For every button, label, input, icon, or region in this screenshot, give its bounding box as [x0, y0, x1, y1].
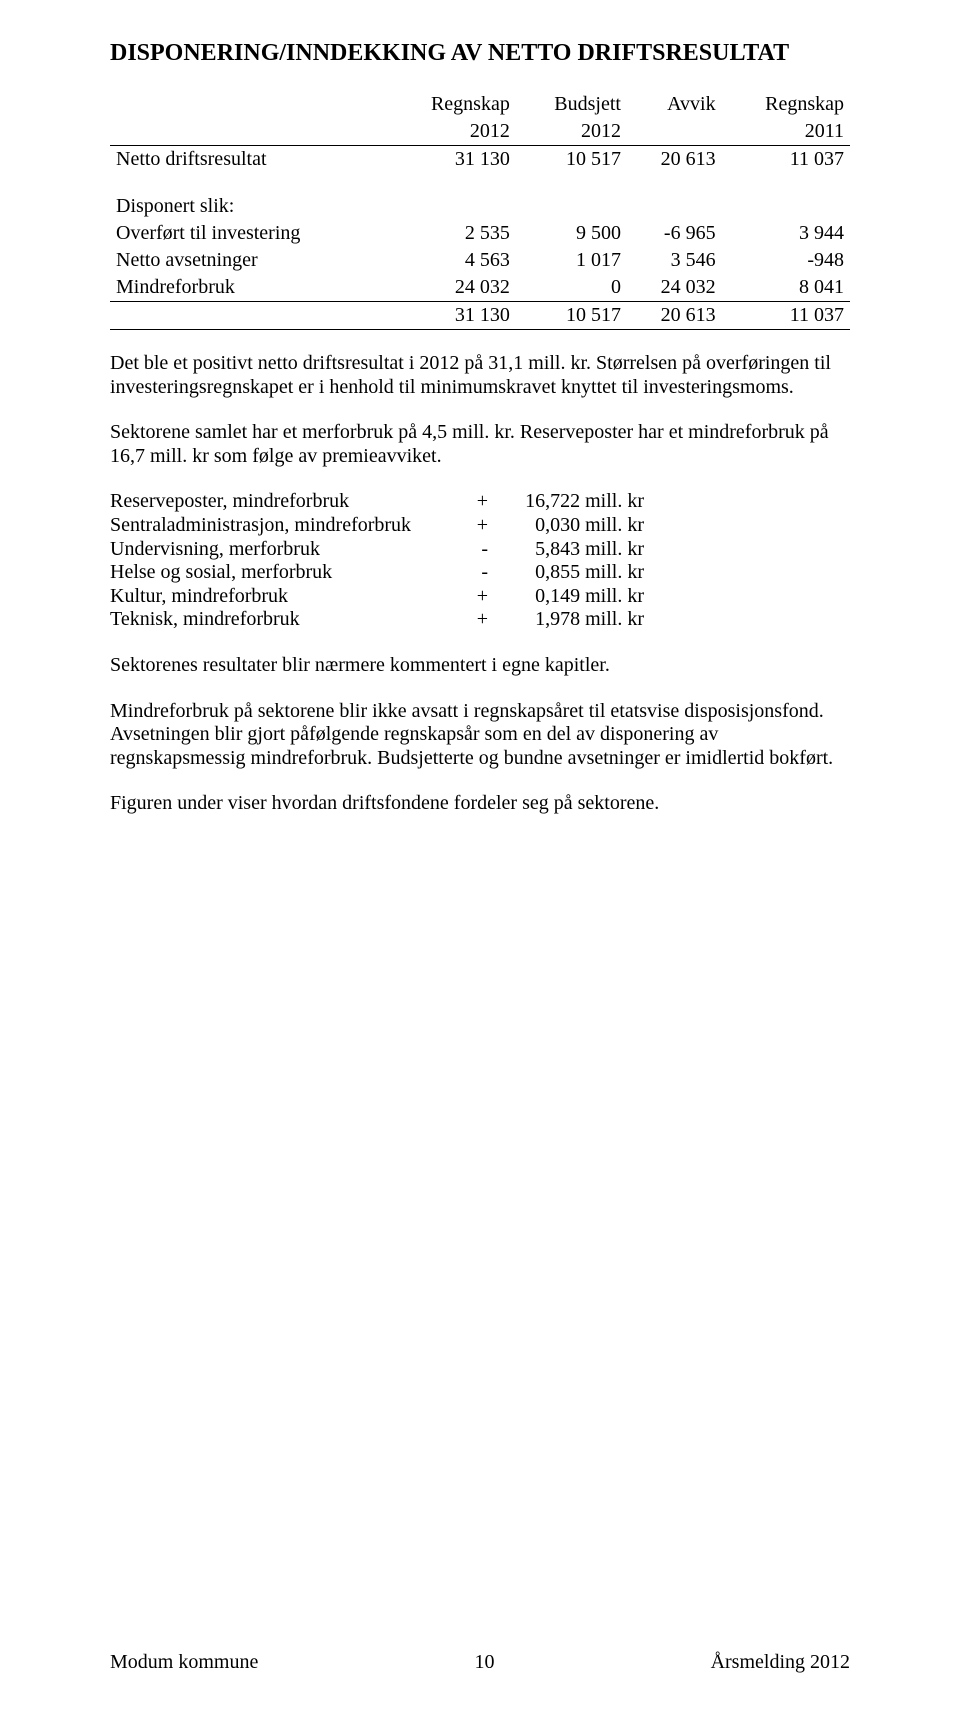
footer-page-number: 10: [474, 1651, 494, 1674]
cell: 3 546: [627, 247, 722, 274]
list-sign: +: [470, 608, 494, 632]
list-label: Helse og sosial, merforbruk: [110, 561, 470, 585]
row-label: Disponert slik:: [110, 193, 387, 220]
total-cell: 31 130: [387, 302, 515, 330]
list-label: Undervisning, merforbruk: [110, 538, 470, 562]
list-label: Kultur, mindreforbruk: [110, 585, 470, 609]
list-value: 5,843 mill. kr: [494, 538, 644, 562]
list-item: Sentraladministrasjon, mindreforbruk + 0…: [110, 514, 850, 538]
cell: 2 535: [387, 220, 515, 247]
total-cell: 20 613: [627, 302, 722, 330]
cell: 9 500: [516, 220, 627, 247]
cell: 10 517: [516, 146, 627, 174]
cell: 24 032: [627, 274, 722, 302]
cell: -6 965: [627, 220, 722, 247]
table-header-row-2: 2012 2012 2011: [110, 118, 850, 146]
footer-left: Modum kommune: [110, 1651, 258, 1674]
cell: [627, 193, 722, 220]
cell: -948: [722, 247, 850, 274]
paragraph-3: Sektorenes resultater blir nærmere komme…: [110, 654, 850, 678]
list-sign: +: [470, 514, 494, 538]
row-label: Netto driftsresultat: [110, 146, 387, 174]
cell: 24 032: [387, 274, 515, 302]
cell: 8 041: [722, 274, 850, 302]
list-value: 16,722 mill. kr: [494, 490, 644, 514]
th-blank: [110, 91, 387, 118]
list-item: Reserveposter, mindreforbruk + 16,722 mi…: [110, 490, 850, 514]
row-label: Overført til investering: [110, 220, 387, 247]
list-label: Teknisk, mindreforbruk: [110, 608, 470, 632]
table-header-row-1: Regnskap Budsjett Avvik Regnskap: [110, 91, 850, 118]
cell: [516, 193, 627, 220]
table-total-row: 31 130 10 517 20 613 11 037: [110, 302, 850, 330]
list-value: 0,149 mill. kr: [494, 585, 644, 609]
table-row: Disponert slik:: [110, 193, 850, 220]
list-item: Teknisk, mindreforbruk + 1,978 mill. kr: [110, 608, 850, 632]
list-item: Kultur, mindreforbruk + 0,149 mill. kr: [110, 585, 850, 609]
table-row: Mindreforbruk 24 032 0 24 032 8 041: [110, 274, 850, 302]
sector-list: Reserveposter, mindreforbruk + 16,722 mi…: [110, 490, 850, 632]
list-sign: -: [470, 561, 494, 585]
th-avvik: Avvik: [627, 91, 722, 118]
cell: 4 563: [387, 247, 515, 274]
th-budsjett: Budsjett: [516, 91, 627, 118]
paragraph-1: Det ble et positivt netto driftsresultat…: [110, 352, 850, 399]
drift-table: Regnskap Budsjett Avvik Regnskap 2012 20…: [110, 91, 850, 330]
paragraph-4: Mindreforbruk på sektorene blir ikke avs…: [110, 700, 850, 771]
total-cell: 10 517: [516, 302, 627, 330]
page-footer: Modum kommune 10 Årsmelding 2012: [110, 1651, 850, 1674]
th2-blank: [110, 118, 387, 146]
cell: 3 944: [722, 220, 850, 247]
th2-y1: 2012: [387, 118, 515, 146]
row-label: Netto avsetninger: [110, 247, 387, 274]
table-row: Netto driftsresultat 31 130 10 517 20 61…: [110, 146, 850, 174]
list-item: Undervisning, merforbruk - 5,843 mill. k…: [110, 538, 850, 562]
cell: [387, 193, 515, 220]
list-sign: +: [470, 490, 494, 514]
footer-right: Årsmelding 2012: [711, 1651, 850, 1674]
cell: 11 037: [722, 146, 850, 174]
paragraph-2: Sektorene samlet har et merforbruk på 4,…: [110, 421, 850, 468]
cell: 0: [516, 274, 627, 302]
th2-y2: 2012: [516, 118, 627, 146]
table-row: Overført til investering 2 535 9 500 -6 …: [110, 220, 850, 247]
cell: 1 017: [516, 247, 627, 274]
table-spacer-row: [110, 173, 850, 193]
list-item: Helse og sosial, merforbruk - 0,855 mill…: [110, 561, 850, 585]
th2-y4: 2011: [722, 118, 850, 146]
cell: 31 130: [387, 146, 515, 174]
list-label: Reserveposter, mindreforbruk: [110, 490, 470, 514]
list-value: 0,030 mill. kr: [494, 514, 644, 538]
page-heading: DISPONERING/INNDEKKING AV NETTO DRIFTSRE…: [110, 40, 850, 67]
total-label: [110, 302, 387, 330]
th-regnskap-2: Regnskap: [722, 91, 850, 118]
cell: [722, 193, 850, 220]
th-regnskap-1: Regnskap: [387, 91, 515, 118]
th2-y3: [627, 118, 722, 146]
list-value: 1,978 mill. kr: [494, 608, 644, 632]
paragraph-5: Figuren under viser hvordan driftsfonden…: [110, 792, 850, 816]
list-value: 0,855 mill. kr: [494, 561, 644, 585]
list-sign: +: [470, 585, 494, 609]
list-label: Sentraladministrasjon, mindreforbruk: [110, 514, 470, 538]
list-sign: -: [470, 538, 494, 562]
table-row: Netto avsetninger 4 563 1 017 3 546 -948: [110, 247, 850, 274]
row-label: Mindreforbruk: [110, 274, 387, 302]
cell: 20 613: [627, 146, 722, 174]
total-cell: 11 037: [722, 302, 850, 330]
